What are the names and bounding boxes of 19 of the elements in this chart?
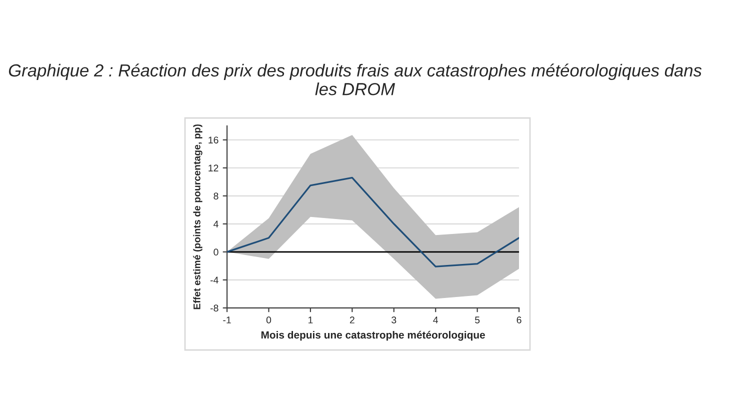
y-tick-label: 12	[208, 164, 218, 172]
y-tick-label: -8	[210, 304, 218, 312]
y-tick-label: 4	[214, 220, 218, 228]
y-tick-label: 8	[214, 192, 218, 200]
x-tick-label: 3	[392, 316, 396, 324]
x-tick-label: -1	[223, 316, 231, 324]
y-tick-label: 0	[214, 248, 218, 256]
y-axis-title: Effet estimé (points de pourcentage, pp)	[193, 124, 202, 310]
x-tick-label: 6	[516, 316, 522, 324]
x-tick-label: 2	[350, 316, 354, 324]
y-tick-label: -4	[210, 276, 218, 284]
x-axis-title: Mois depuis une catastrophe météorologique	[261, 330, 485, 341]
chart-title: Graphique 2 : Réaction des prix des produits frais aux catastrophes météorologiques dans les DROM	[8, 64, 702, 96]
x-tick-label: 1	[308, 316, 313, 324]
y-tick-label: 16	[208, 136, 218, 144]
line-series	[227, 176, 520, 268]
x-tick-label: 5	[475, 316, 480, 324]
x-tick-label: 0	[266, 316, 272, 324]
x-tick-label: 4	[433, 316, 438, 324]
